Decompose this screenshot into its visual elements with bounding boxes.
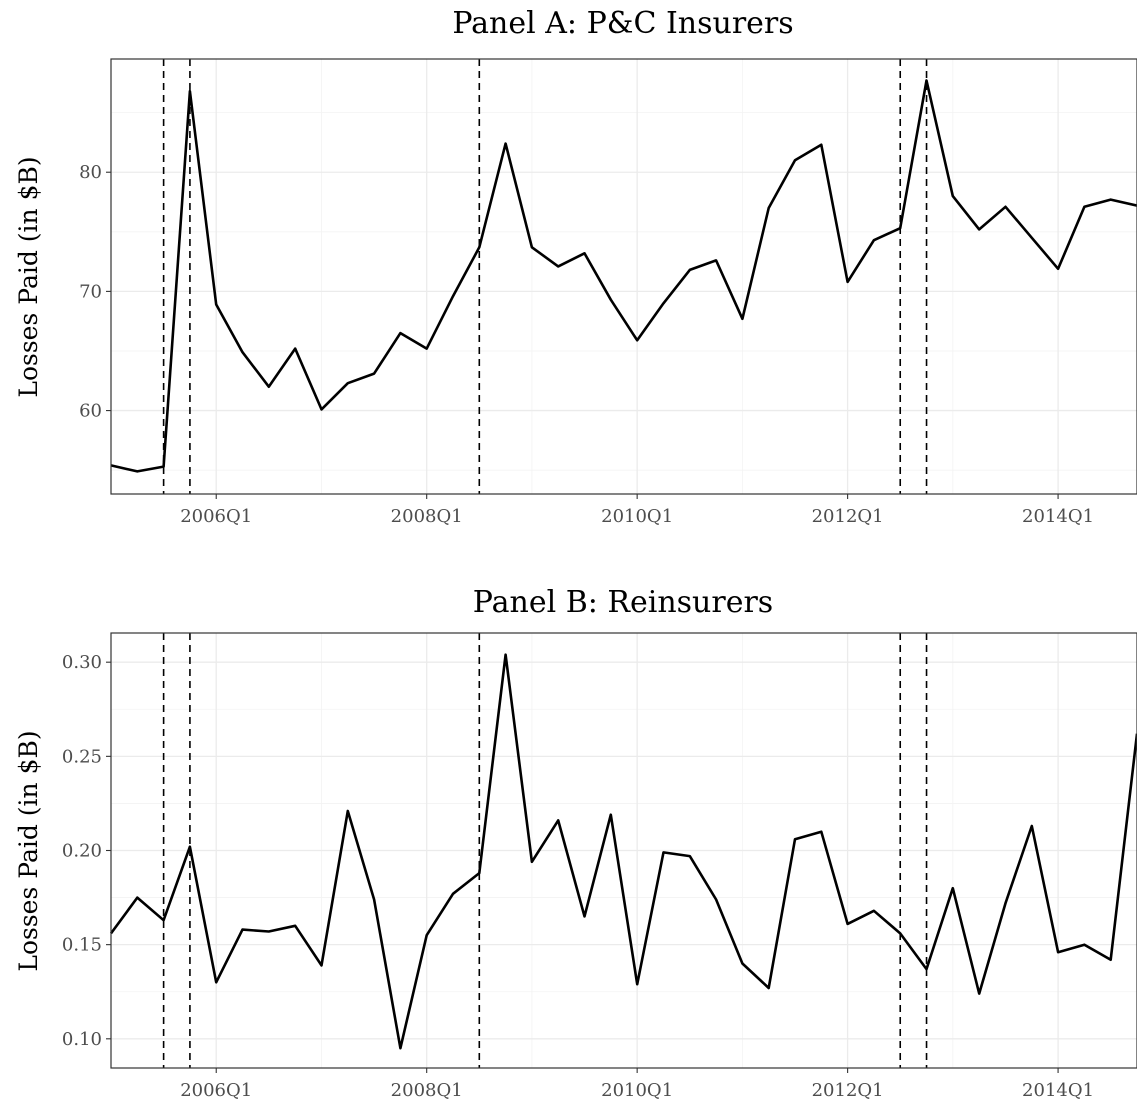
panel-b-y-tick-label: 0.10	[62, 1029, 102, 1050]
panel-b-y-tick-label: 0.25	[62, 746, 102, 767]
panel-a-y-axis-title: Losses Paid (in $B)	[14, 156, 43, 397]
panel-a-losses-line	[110, 79, 1137, 473]
panel-a-y-tick-label: 80	[79, 162, 102, 183]
panel-b-x-tick-label: 2014Q1	[1022, 1080, 1094, 1101]
panel-b-y-tick-label: 0.15	[62, 935, 102, 956]
panel-a-x-tick-label: 2014Q1	[1022, 506, 1094, 527]
panel-a-y-tick-label: 70	[79, 281, 102, 302]
panel-a-grid	[110, 59, 1137, 494]
panel-b-title: Panel B: Reinsurers	[473, 585, 773, 620]
panel-b-y-tick-label: 0.30	[62, 652, 102, 673]
panel-a-plot-frame	[110, 58, 1137, 495]
panel-b-x-tick-label: 2008Q1	[391, 1080, 463, 1101]
panel-b-losses-line	[109, 653, 1137, 1050]
panel-a: Panel A: P&C Insurers Losses Paid (in $B…	[14, 6, 1137, 527]
panel-b-y-tick-label: 0.20	[62, 841, 102, 862]
panel-a-x-tick-label: 2006Q1	[180, 506, 252, 527]
panel-b-y-axis-title: Losses Paid (in $B)	[14, 730, 43, 971]
panel-b-x-tick-label: 2006Q1	[180, 1080, 252, 1101]
panel-b: Panel B: Reinsurers Losses Paid (in $B) …	[14, 585, 1137, 1101]
panel-a-x-tick-label: 2008Q1	[391, 506, 463, 527]
panel-a-title: Panel A: P&C Insurers	[452, 6, 793, 41]
panel-b-x-tick-label: 2012Q1	[812, 1080, 884, 1101]
panel-a-y-tick-label: 60	[79, 401, 102, 422]
panel-a-x-tick-label: 2012Q1	[812, 506, 884, 527]
panel-a-x-tick-label: 2010Q1	[601, 506, 673, 527]
panel-b-x-tick-label: 2010Q1	[601, 1080, 673, 1101]
panel-b-grid	[110, 633, 1137, 1068]
